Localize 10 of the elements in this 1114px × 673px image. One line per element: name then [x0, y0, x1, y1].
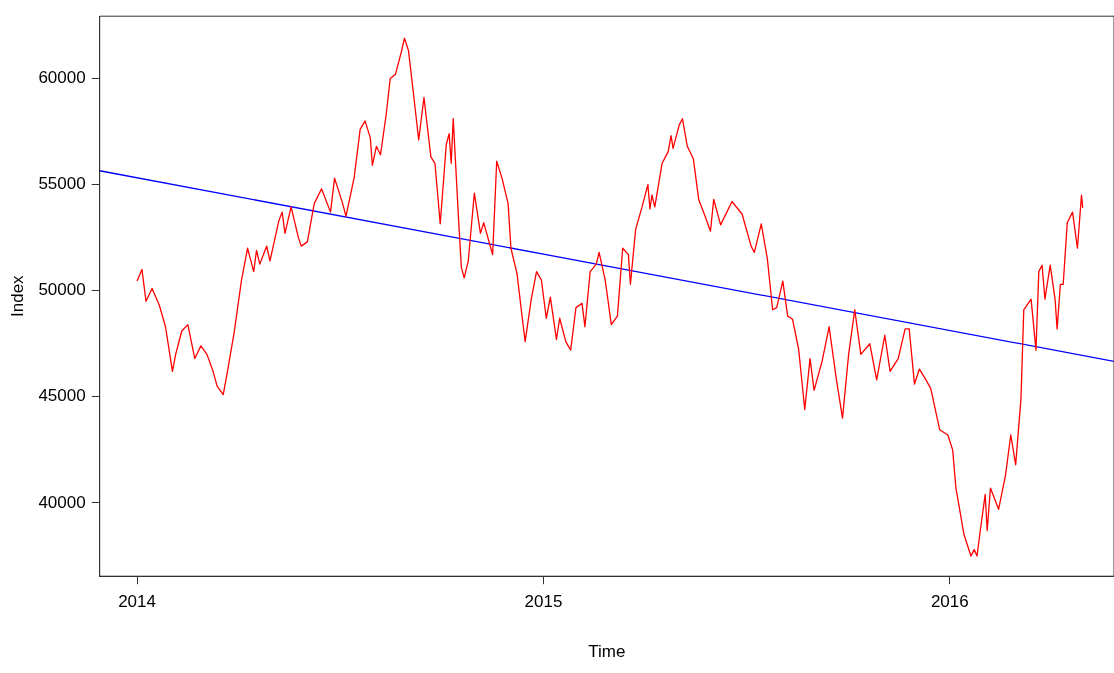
y-tick-label: 45000 — [38, 386, 86, 406]
y-axis-title: Index — [7, 274, 27, 317]
x-tick-label: 2016 — [930, 592, 969, 612]
y-tick-label: 60000 — [38, 68, 86, 88]
y-tick-label: 55000 — [38, 174, 86, 194]
x-axis-title: Time — [588, 642, 626, 662]
x-tick-label: 2014 — [118, 592, 156, 612]
y-tick-label: 40000 — [38, 492, 86, 512]
y-tick-label: 50000 — [38, 280, 86, 300]
x-tick-label: 2015 — [524, 592, 563, 612]
